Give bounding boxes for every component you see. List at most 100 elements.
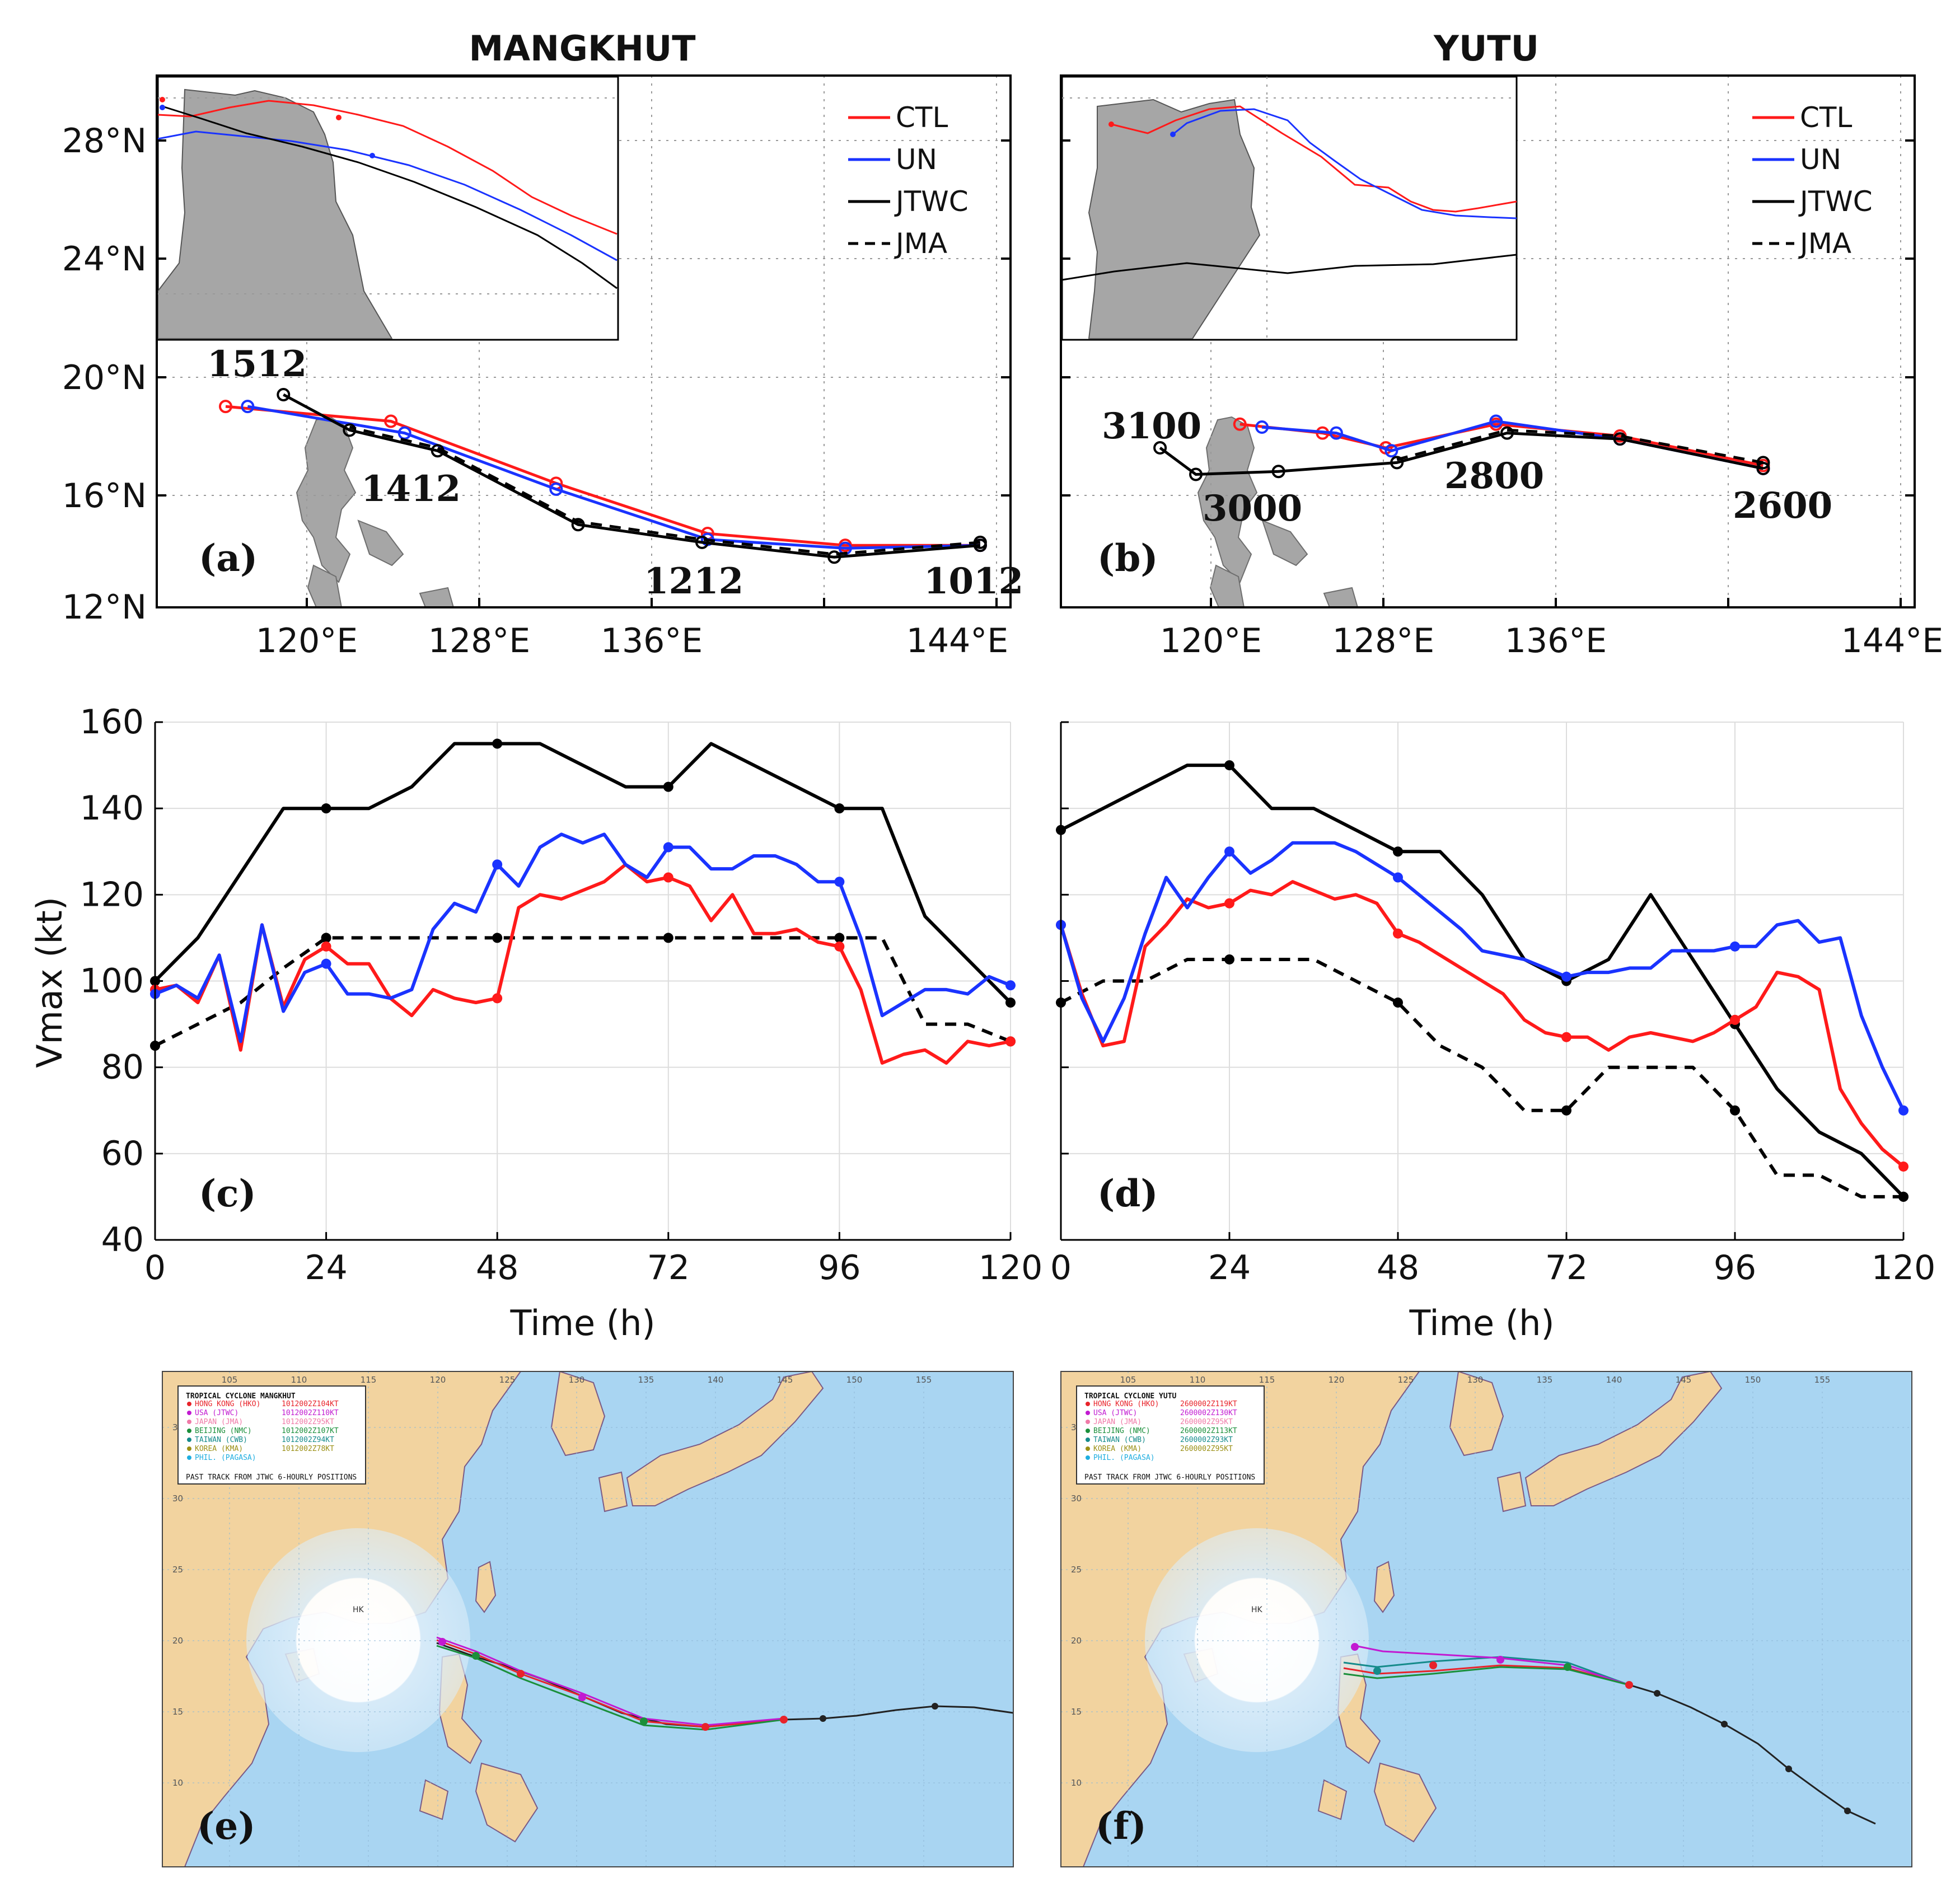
map-lon-label: 115: [361, 1375, 377, 1385]
agency-marker: [1086, 1446, 1090, 1451]
philippine-island: [1209, 564, 1245, 607]
panel-label-d: (d): [1097, 1172, 1158, 1215]
un-track-point: [1384, 444, 1398, 458]
title-yutu: YUTU: [1433, 28, 1539, 69]
date-label-2600: 2600: [1733, 485, 1832, 527]
panel-label-b: (b): [1097, 536, 1158, 580]
jtwc-track: [1159, 432, 1763, 476]
xtick-label: 72: [647, 1248, 690, 1287]
jtwc-track-point: [343, 423, 357, 437]
agency-marker: [1086, 1438, 1090, 1442]
jtwc-series-point: [663, 781, 673, 792]
jtwc-track-point: [571, 518, 585, 532]
map-lon-label: 150: [1745, 1375, 1761, 1385]
jtwc-series-point: [492, 738, 503, 749]
ctl-series-point: [663, 872, 673, 883]
map-lat-label: 30: [1071, 1493, 1082, 1504]
ctl-series-point: [1393, 928, 1403, 939]
japan-land: [626, 1371, 824, 1506]
jtwc-series-point: [834, 803, 845, 814]
legend-jma: JMA: [1798, 227, 1851, 260]
agency-entry: BEIJING (NMC): [1093, 1427, 1150, 1435]
taiwan-land: [1373, 1561, 1395, 1613]
agency-value: 2600002Z95KT: [1180, 1445, 1233, 1453]
ytick-label: 40: [101, 1220, 144, 1259]
jma-track: [1396, 428, 1763, 464]
jma-series-point: [1898, 1191, 1908, 1202]
un-series-line: [154, 832, 1012, 1043]
agency-value: 1012002Z95KT: [282, 1418, 334, 1426]
agency-entry: TAIWAN (CWB): [1093, 1436, 1146, 1444]
jma-series-point: [1393, 998, 1403, 1008]
jtwc-track-point: [827, 550, 841, 564]
agency-marker: [1086, 1420, 1090, 1424]
ylabel-vmax: Vmax (kt): [29, 897, 70, 1068]
xlabel-time: Time (h): [509, 1303, 655, 1343]
map-lon-label: 140: [1606, 1375, 1622, 1385]
panel-f-legend-box: TROPICAL CYCLONE YUTU HONG KONG (HKO) 260…: [1076, 1385, 1265, 1485]
jtwc-series-line: [153, 742, 1012, 1004]
jtwc-track-point: [1613, 432, 1627, 446]
map-lat-label: 30: [172, 1493, 183, 1504]
jtwc-track: [283, 393, 981, 559]
un-series-point: [1224, 846, 1234, 857]
philippine-island: [419, 587, 455, 607]
map-lon-label: 130: [1467, 1375, 1484, 1385]
japan-land: [1524, 1371, 1723, 1506]
map-lon-label: 145: [1676, 1375, 1692, 1385]
panel-a-legend: CTL UN JTWC JMA: [848, 101, 969, 260]
ytick-label: 100: [79, 962, 144, 1001]
agency-entry: USA (JTWC): [1093, 1409, 1137, 1417]
legend-jtwc: JTWC: [894, 185, 969, 218]
agency-marker: [187, 1455, 191, 1460]
date-label-1512: 1512: [207, 343, 307, 385]
agency-entry: JAPAN (JMA): [195, 1418, 243, 1426]
legend-jma: JMA: [894, 227, 947, 260]
jtwc-track-point: [1500, 426, 1514, 440]
panel-e-frame: [162, 1371, 1014, 1867]
panel-b-ticks: [1061, 139, 1915, 607]
panel-a-basemap: [157, 76, 1011, 607]
un-track: [247, 405, 980, 550]
map-lat-label: 15: [172, 1707, 183, 1717]
jtwc-series-point: [1393, 846, 1403, 857]
agency-value: 2600002Z130KT: [1180, 1409, 1237, 1417]
legend-box-title: TROPICAL CYCLONE MANGKHUT: [186, 1392, 296, 1401]
agency-entry: BEIJING (NMC): [195, 1427, 252, 1435]
map-lat-label: 20: [1071, 1636, 1082, 1646]
map-lon-label: 120: [430, 1375, 446, 1385]
jma-series-point: [1730, 1105, 1740, 1116]
ctl-series-point: [1730, 1014, 1740, 1025]
luzon-land: [1197, 416, 1258, 583]
inset-ctl-track: [157, 100, 618, 235]
agency-entry: PHIL. (PAGASA): [1093, 1454, 1155, 1462]
map-lon-label: 155: [1814, 1375, 1831, 1385]
inset-un-track: [1172, 108, 1517, 219]
agency-marker: [187, 1429, 191, 1433]
un-series-point: [663, 842, 673, 853]
jtwc-series-point: [1005, 998, 1016, 1008]
ctl-series-point: [492, 993, 503, 1004]
xtick-label: 136°E: [601, 621, 703, 661]
taiwan-land: [475, 1561, 497, 1613]
ctl-track-point: [384, 414, 398, 428]
forecast-markers: [438, 1638, 938, 1731]
un-track-point: [241, 400, 255, 414]
philippine-island: [357, 519, 404, 566]
agency-entry: HONG KONG (HKO): [1093, 1400, 1159, 1408]
panel-b-basemap: [1061, 76, 1915, 607]
un-series-point: [834, 877, 845, 887]
jma-series-line: [154, 936, 1012, 1047]
agency-marker: [1086, 1411, 1090, 1415]
map-lon-label: 140: [708, 1375, 724, 1385]
ctl-track: [225, 405, 980, 547]
map-lon-label: 135: [1537, 1375, 1553, 1385]
hk-marker: HK: [353, 1605, 364, 1614]
ctl-series-line: [1059, 880, 1905, 1168]
panel-label-f: (f): [1096, 1804, 1147, 1848]
panel-a-tracks: [218, 388, 987, 564]
forecast-tracks: [1354, 1645, 1630, 1686]
agency-value: 2600002Z93KT: [1180, 1436, 1233, 1444]
forecast-markers: [1351, 1643, 1851, 1814]
